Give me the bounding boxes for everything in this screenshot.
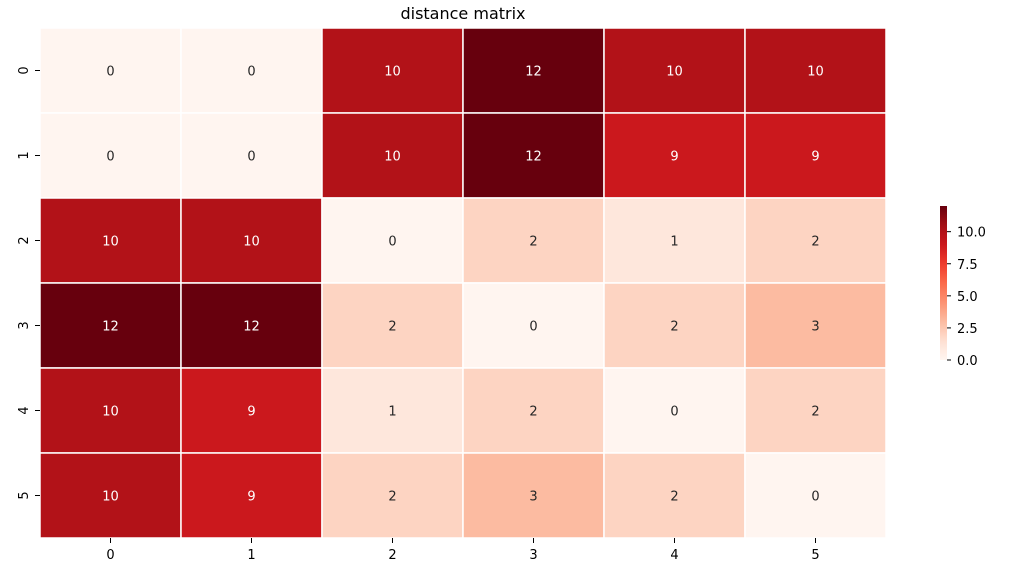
cell-value-label: 2 <box>529 235 537 250</box>
cell-value-label: 1 <box>388 405 396 420</box>
cell-value-label: 3 <box>811 320 819 335</box>
colorbar-tick-label: 2.5 <box>957 322 978 337</box>
chart-title: distance matrix <box>400 4 525 23</box>
y-tick-label: 1 <box>17 151 32 159</box>
heatmap-cell-r4-c2 <box>321 367 464 454</box>
cell-value-label: 9 <box>670 150 678 165</box>
cell-value-label: 12 <box>525 65 542 80</box>
cell-value-label: 10 <box>243 235 260 250</box>
cell-value-label: 2 <box>811 235 819 250</box>
x-tick-label: 0 <box>106 548 114 563</box>
colorbar-tick-label: 10.0 <box>957 226 986 241</box>
cell-value-label: 9 <box>247 490 255 505</box>
cell-value-label: 0 <box>670 405 678 420</box>
cell-value-label: 3 <box>529 490 537 505</box>
heatmap-cell-r2-c4 <box>603 197 746 284</box>
heatmap-cell-r3-c0 <box>39 282 182 369</box>
x-tick-label: 3 <box>529 548 537 563</box>
x-tick-label: 4 <box>670 548 678 563</box>
heatmap-cell-r1-c3 <box>462 112 605 199</box>
heatmap-cell-r2-c5 <box>744 197 887 284</box>
cell-value-label: 10 <box>102 490 119 505</box>
cell-value-label: 12 <box>243 320 260 335</box>
y-tick-label: 3 <box>17 321 32 329</box>
cell-value-label: 10 <box>384 150 401 165</box>
x-axis: 0 1 2 3 4 5 <box>106 538 820 563</box>
heatmap-cell-r4-c4 <box>603 367 746 454</box>
cell-value-label: 0 <box>811 490 819 505</box>
cell-value-label: 2 <box>670 490 678 505</box>
cell-value-label: 12 <box>525 150 542 165</box>
heatmap-cell-r5-c4 <box>603 452 746 539</box>
heatmap-cell-r4-c3 <box>462 367 605 454</box>
cell-value-label: 2 <box>388 490 396 505</box>
heatmap-cell-r0-c0 <box>39 27 182 114</box>
cell-value-label: 0 <box>247 150 255 165</box>
cell-value-label: 1 <box>670 235 678 250</box>
heatmap-cell-r0-c2 <box>321 27 464 114</box>
colorbar: 0.0 2.5 5.0 7.5 10.0 <box>940 206 986 369</box>
x-tick-label: 2 <box>388 548 396 563</box>
heatmap-cell-r1-c1 <box>180 112 323 199</box>
cell-value-label: 2 <box>811 405 819 420</box>
heatmap-cell-r4-c5 <box>744 367 887 454</box>
y-tick-label: 5 <box>17 491 32 499</box>
heatmap-cell-r4-c0 <box>39 367 182 454</box>
heatmap-cell-r5-c0 <box>39 452 182 539</box>
heatmap-cell-r0-c5 <box>744 27 887 114</box>
colorbar-tick-label: 5.0 <box>957 290 978 305</box>
cell-value-label: 9 <box>247 405 255 420</box>
heatmap-cell-r0-c1 <box>180 27 323 114</box>
cell-value-label: 10 <box>102 235 119 250</box>
cell-value-label: 2 <box>529 405 537 420</box>
heatmap-cell-r0-c3 <box>462 27 605 114</box>
cell-value-label: 9 <box>811 150 819 165</box>
colorbar-tick-label: 7.5 <box>957 258 978 273</box>
cell-value-label: 0 <box>388 235 396 250</box>
heatmap-cell-r1-c5 <box>744 112 887 199</box>
y-tick-label: 0 <box>17 66 32 74</box>
heatmap-cell-r5-c5 <box>744 452 887 539</box>
heatmap-cell-r2-c3 <box>462 197 605 284</box>
heatmap-cell-r2-c1 <box>180 197 323 284</box>
cell-value-label: 0 <box>106 65 114 80</box>
heatmap-cell-r3-c5 <box>744 282 887 369</box>
heatmap-cell-r3-c1 <box>180 282 323 369</box>
cell-value-label: 2 <box>388 320 396 335</box>
cell-value-label: 12 <box>102 320 119 335</box>
cell-value-label: 10 <box>384 65 401 80</box>
cell-value-label: 10 <box>666 65 683 80</box>
heatmap-cell-r3-c2 <box>321 282 464 369</box>
x-tick-label: 5 <box>811 548 819 563</box>
cell-value-label: 10 <box>807 65 824 80</box>
cell-value-label: 10 <box>102 405 119 420</box>
cell-value-label: 0 <box>529 320 537 335</box>
cell-value-label: 0 <box>247 65 255 80</box>
heatmap-cell-r3-c3 <box>462 282 605 369</box>
cell-value-label: 2 <box>670 320 678 335</box>
heatmap-cells <box>39 27 887 539</box>
colorbar-tick-label: 0.0 <box>957 354 978 369</box>
y-tick-label: 2 <box>17 236 32 244</box>
colorbar-gradient <box>940 206 947 360</box>
cell-value-label: 0 <box>106 150 114 165</box>
heatmap-cell-r3-c4 <box>603 282 746 369</box>
x-tick-label: 1 <box>247 548 255 563</box>
y-axis: 0 1 2 3 4 5 <box>17 66 40 500</box>
heatmap-cell-labels: 0 0 10 12 10 100 0 10 12 9 910 10 0 2 1 212 12 2 0 2 310 9 1 2 0… <box>102 65 824 505</box>
y-tick-label: 4 <box>17 406 32 414</box>
